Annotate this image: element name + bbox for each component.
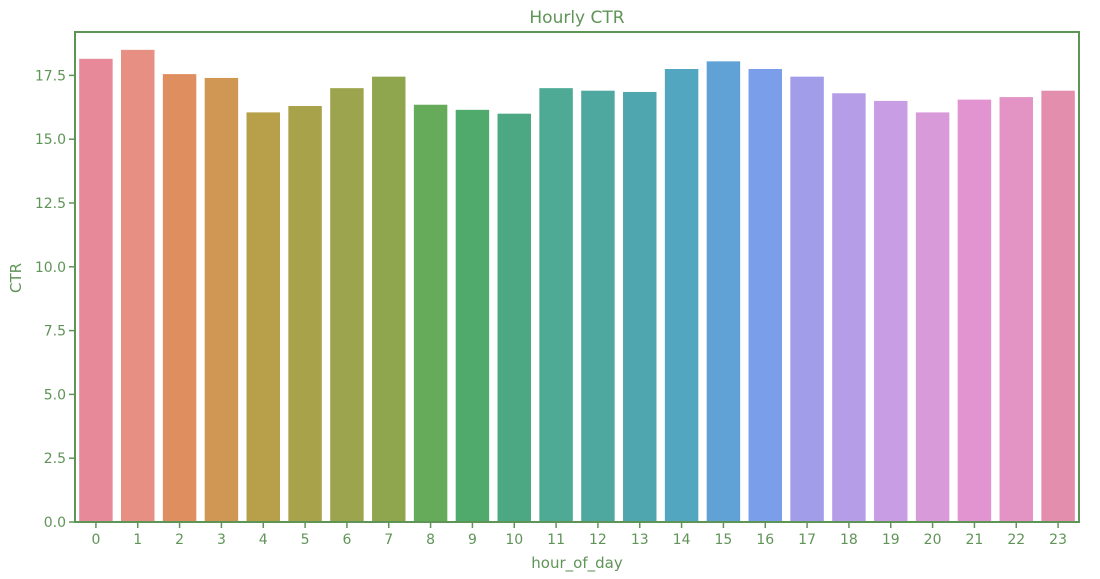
x-tick-label: 1 [133,532,142,548]
bar-hour-9 [455,109,490,522]
bar-hour-14 [664,69,699,522]
x-tick-label: 13 [631,532,649,548]
x-tick-label: 23 [1049,532,1067,548]
bar-hour-19 [874,100,908,522]
bar-hour-17 [790,76,824,522]
x-tick-label: 22 [1007,532,1025,548]
x-tick-label: 7 [384,532,393,548]
bar-hour-5 [288,106,322,522]
x-tick-label: 5 [301,532,310,548]
x-tick-label: 11 [547,532,565,548]
x-tick-label: 21 [966,532,984,548]
y-tick-label: 0.0 [44,515,66,531]
y-tick-label: 2.5 [44,451,66,467]
bar-hour-0 [79,58,113,523]
bar-hour-13 [623,91,657,522]
bar-hour-8 [413,104,448,522]
bars-group [79,49,1075,523]
x-tick-label: 20 [924,532,942,548]
y-tick-label: 5.0 [44,387,66,403]
plot-frame [74,31,1080,523]
bar-hour-18 [832,93,866,522]
x-axis-label: hour_of_day [531,554,623,573]
bar-hour-22 [999,97,1033,522]
bar-hour-6 [330,88,364,523]
bar-hour-7 [372,76,406,522]
x-tick-label: 6 [342,532,351,548]
x-tick-label: 3 [217,532,226,548]
bar-hour-23 [1041,90,1075,522]
x-tick-label: 14 [673,532,691,548]
x-tick-label: 9 [468,532,477,548]
bar-hour-3 [204,77,239,522]
y-tick-label: 10.0 [35,260,66,276]
bar-hour-15 [706,61,741,522]
bar-hour-4 [246,112,280,522]
x-tick-label: 18 [840,532,858,548]
y-ticks-group: 0.0 2.5 5.0 7.5 10.0 12.5 15.0 17.5 [35,68,75,531]
y-tick-label: 7.5 [44,324,66,340]
x-tick-label: 4 [259,532,268,548]
x-tick-label: 2 [175,532,184,548]
bar-hour-1 [121,49,155,523]
y-tick-label: 17.5 [35,68,66,84]
y-tick-label: 12.5 [35,196,66,212]
bar-hour-12 [581,90,615,522]
x-ticks-group: 0 1 2 3 4 5 6 7 8 9 10 11 12 13 14 15 16 17 18 19 20 21 22 23 [91,522,1067,548]
x-tick-label: 19 [882,532,900,548]
y-tick-label: 15.0 [35,132,66,148]
x-tick-label: 15 [715,532,733,548]
x-tick-label: 17 [798,532,816,548]
x-tick-label: 0 [91,532,100,548]
bar-hour-2 [162,74,197,523]
x-tick-label: 8 [426,532,435,548]
bar-hour-21 [957,99,992,522]
bar-hour-20 [915,112,950,522]
bar-hour-16 [748,69,782,522]
x-tick-label: 10 [505,532,523,548]
chart-title: Hourly CTR [529,8,624,28]
x-tick-label: 16 [756,532,774,548]
bar-hour-10 [497,113,531,523]
y-axis-label: CTR [7,263,25,293]
x-tick-label: 12 [589,532,607,548]
bar-hour-11 [539,88,573,523]
